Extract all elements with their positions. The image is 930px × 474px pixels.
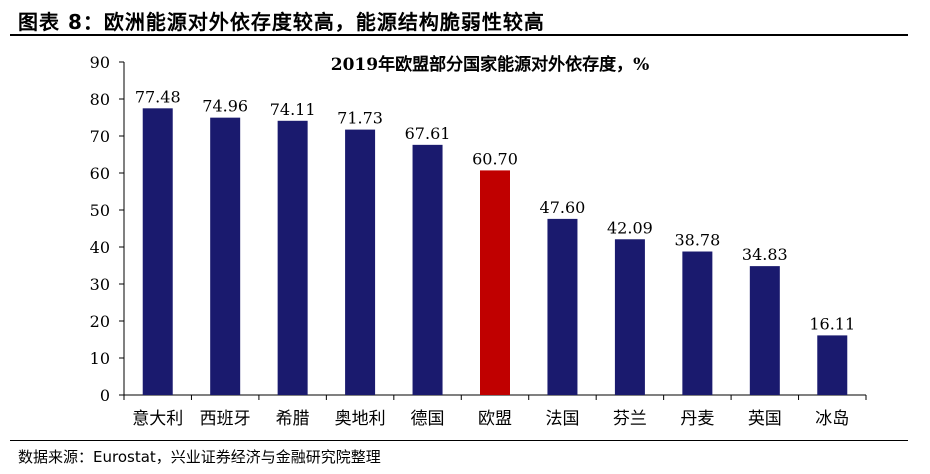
- footer-rule: [10, 440, 908, 441]
- category-label: 希腊: [276, 409, 310, 429]
- bar-chart: 2019年欧盟部分国家能源对外依存度，% 0 10 20 30 40 50 60 70 80 90…: [90, 53, 867, 429]
- value-label: 71.73: [337, 109, 383, 128]
- value-label: 16.11: [809, 314, 855, 333]
- chart-title: 2019年欧盟部分国家能源对外依存度，%: [331, 54, 649, 75]
- bar: [547, 218, 578, 395]
- category-label: 英国: [748, 409, 782, 429]
- value-label: 67.61: [405, 124, 451, 143]
- figure-title: 图表 8：欧洲能源对外依存度较高，能源结构脆弱性较高: [18, 10, 545, 34]
- category-label: 欧盟: [478, 409, 512, 429]
- category-label: 法国: [545, 409, 579, 429]
- value-label: 74.11: [270, 100, 316, 119]
- chart-labels: 77.48 意大利 74.96 西班牙 74.11 希腊 71.73 奥地利 67.61 德国 60…: [132, 87, 855, 429]
- value-label: 42.09: [607, 218, 653, 237]
- value-label: 34.83: [742, 245, 788, 264]
- bar: [682, 251, 713, 395]
- bar: [210, 117, 241, 395]
- y-tick-label: 10: [90, 349, 110, 368]
- bar: [345, 129, 376, 395]
- value-label: 60.70: [472, 149, 518, 168]
- category-label: 西班牙: [200, 409, 251, 429]
- bar: [277, 120, 308, 395]
- category-label: 丹麦: [680, 409, 714, 429]
- bar: [412, 144, 443, 395]
- y-tick-label: 20: [90, 312, 110, 331]
- value-label: 77.48: [135, 87, 181, 106]
- y-tick-label: 80: [90, 90, 110, 109]
- category-label: 意大利: [132, 409, 183, 429]
- header-rule: [10, 34, 908, 36]
- bar: [480, 170, 510, 395]
- y-tick-label: 50: [90, 201, 110, 220]
- category-label: 芬兰: [613, 409, 647, 429]
- chart-axes: 0 10 20 30 40 50 60 70 80 90: [90, 53, 867, 405]
- y-tick-label: 0: [100, 386, 110, 405]
- y-tick-label: 30: [90, 275, 110, 294]
- value-label: 47.60: [540, 198, 586, 217]
- y-tick-label: 40: [90, 238, 110, 257]
- bar: [749, 266, 780, 395]
- y-tick-label: 70: [90, 127, 110, 146]
- bar: [142, 108, 173, 395]
- category-label: 奥地利: [335, 409, 386, 429]
- category-label: 冰岛: [815, 409, 849, 429]
- bar: [817, 335, 848, 395]
- category-label: 德国: [411, 409, 445, 429]
- value-label: 38.78: [674, 231, 720, 250]
- y-tick-label: 90: [90, 53, 110, 72]
- source-note: 数据来源：Eurostat，兴业证券经济与金融研究院整理: [18, 448, 381, 466]
- y-tick-label: 60: [90, 164, 110, 183]
- chart-bars: [142, 108, 848, 395]
- figure-header: 图表 8：欧洲能源对外依存度较高，能源结构脆弱性较高: [10, 4, 906, 34]
- bar: [614, 239, 645, 395]
- value-label: 74.96: [202, 97, 248, 116]
